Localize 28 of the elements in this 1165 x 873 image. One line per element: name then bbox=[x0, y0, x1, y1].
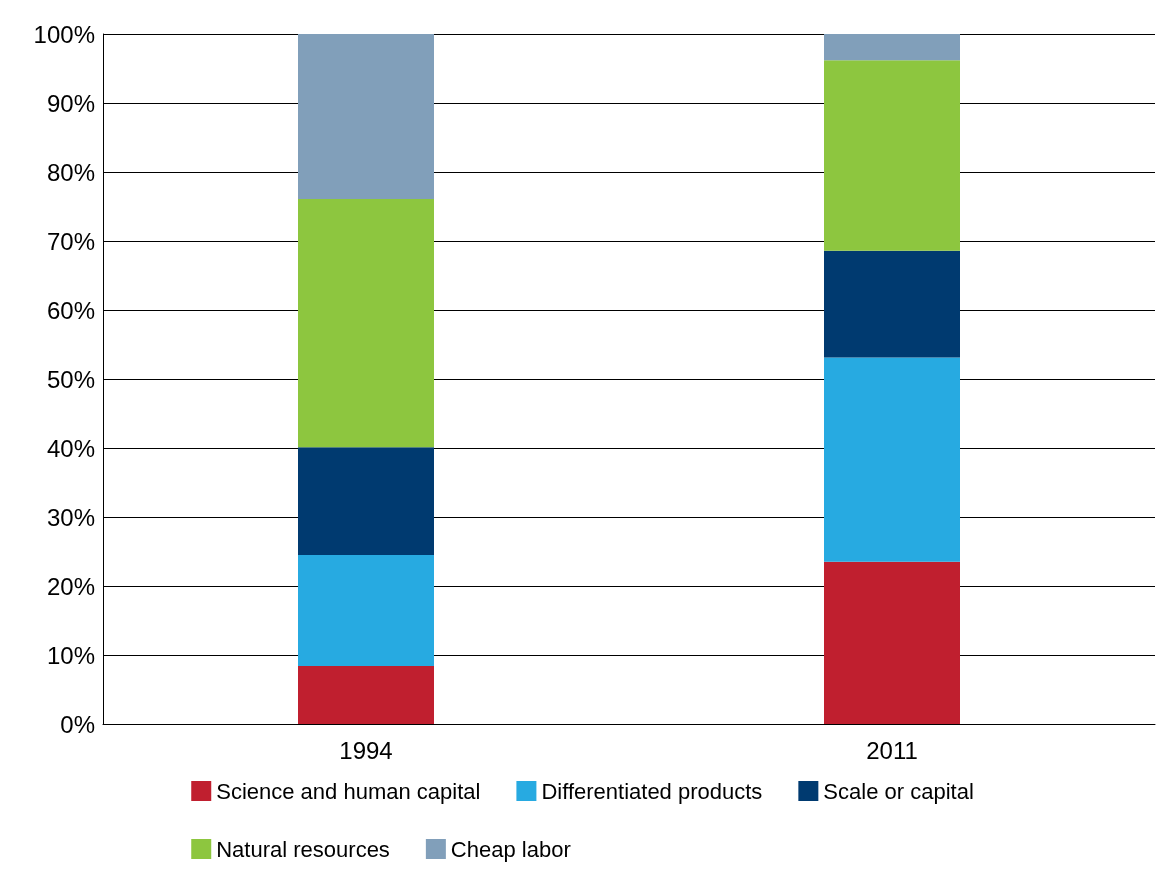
y-tick-label: 50% bbox=[46, 365, 95, 393]
legend-label: Natural resources bbox=[216, 836, 390, 862]
y-tick-label: 100% bbox=[33, 20, 95, 48]
bar bbox=[824, 250, 960, 358]
y-tick-label: 40% bbox=[46, 434, 95, 462]
legend-label: Scale or capital bbox=[823, 778, 974, 804]
bar bbox=[824, 357, 960, 562]
x-tick-label: 2011 bbox=[866, 736, 918, 764]
legend-label: Cheap labor bbox=[450, 836, 571, 862]
x-tick-label: 1994 bbox=[339, 736, 393, 764]
bar bbox=[298, 666, 434, 724]
bar bbox=[298, 554, 434, 667]
bar bbox=[824, 34, 960, 61]
bar bbox=[298, 198, 434, 448]
bar bbox=[298, 447, 434, 555]
bar bbox=[824, 60, 960, 251]
y-tick-label: 20% bbox=[46, 572, 95, 600]
y-tick-label: 90% bbox=[46, 89, 95, 117]
y-tick-label: 30% bbox=[46, 503, 95, 531]
legend-label: Science and human capital bbox=[216, 778, 481, 804]
y-tick-label: 0% bbox=[60, 710, 95, 738]
bar bbox=[824, 561, 960, 724]
y-tick-label: 60% bbox=[46, 296, 95, 324]
y-tick-label: 70% bbox=[46, 227, 95, 255]
bar bbox=[298, 34, 434, 199]
legend-label: Differentiated products bbox=[541, 778, 763, 804]
y-tick-label: 10% bbox=[46, 641, 95, 669]
y-tick-label: 80% bbox=[46, 158, 95, 186]
